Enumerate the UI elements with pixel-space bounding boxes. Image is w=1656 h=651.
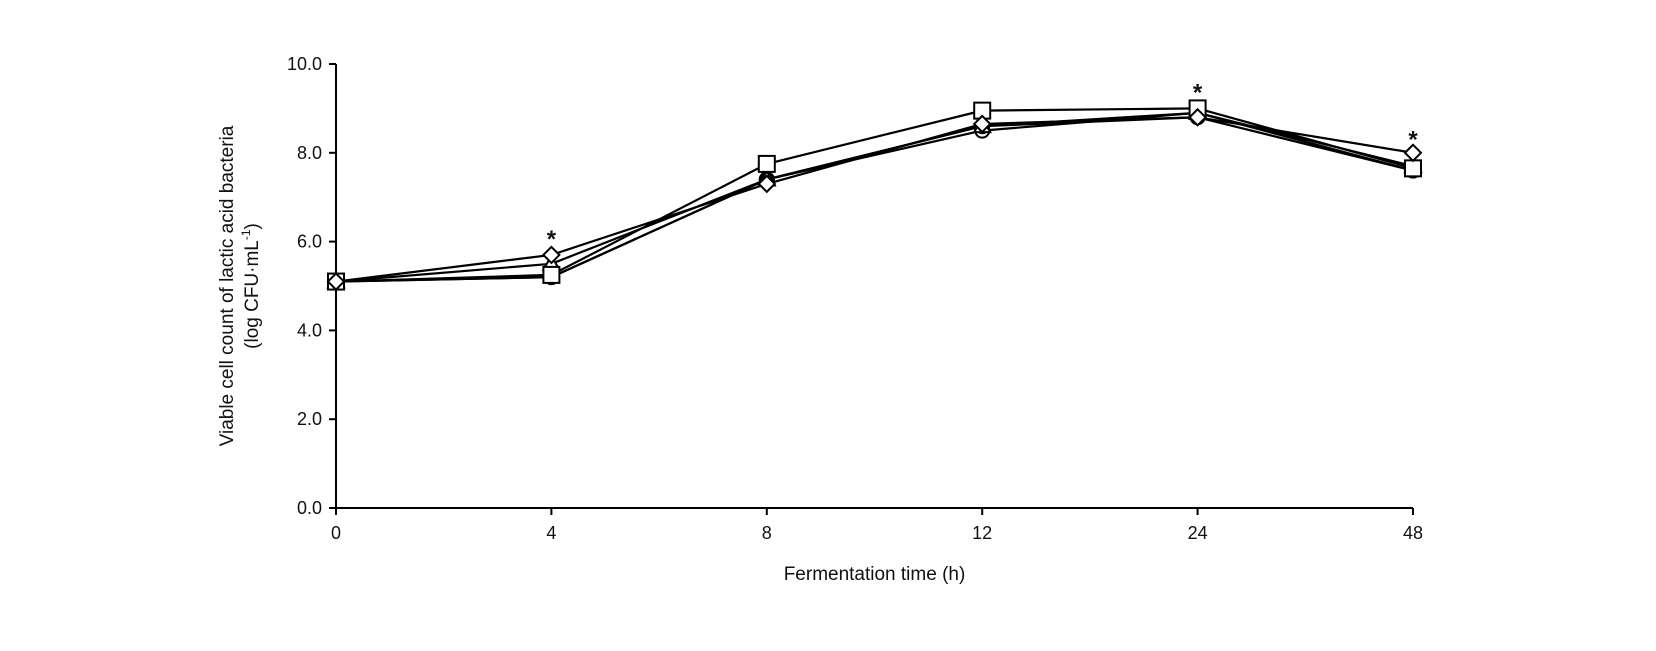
significance-marker: *: [547, 226, 557, 253]
significance-marker: *: [1408, 126, 1418, 153]
data-point-series-5: [972, 114, 992, 134]
x-axis-title: Fermentation time (h): [784, 564, 966, 585]
y-axis-ticks: 0.0 2.0 4.0 6.0 8.0 10.0: [287, 54, 336, 518]
x-tick-label: 8: [762, 523, 772, 543]
data-point-series-4: [757, 154, 776, 173]
y-axis-unit: (log CFU·mL: [242, 240, 263, 349]
data-point-series-4: [1404, 159, 1422, 178]
series-line-4: [335, 107, 1414, 283]
y-axis-title-line2: (log CFU·mL-1): [239, 223, 263, 349]
x-tick-label: 4: [546, 523, 556, 543]
data-point-series-4: [542, 265, 561, 284]
y-axis-unit-superscript: -1: [239, 229, 253, 240]
significance-marker: *: [1193, 80, 1203, 107]
y-axis-title: Viable cell count of lactic acid bacteri…: [217, 125, 263, 446]
y-tick-label: 8.0: [297, 143, 322, 163]
y-tick-label: 0.0: [297, 498, 322, 518]
y-axis-unit-close: ): [242, 223, 263, 229]
y-tick-label: 10.0: [287, 54, 322, 74]
x-tick-label: 12: [972, 523, 992, 543]
x-tick-label: 24: [1188, 523, 1208, 543]
y-tick-label: 6.0: [297, 232, 322, 252]
series-line-5: [335, 116, 1414, 283]
annotations: * * *: [547, 80, 1419, 254]
series-line-2: [335, 116, 1414, 283]
data-point-series-5: [326, 272, 346, 291]
data-point-series-5: [1403, 143, 1423, 163]
series-markers: [326, 99, 1423, 291]
x-axis-ticks: 0 4 8 12 24 48: [331, 508, 1423, 543]
data-point-series-5: [757, 174, 777, 194]
data-point-series-5: [541, 245, 561, 265]
y-axis-title-line1: Viable cell count of lactic acid bacteri…: [217, 125, 238, 446]
x-tick-label: 48: [1403, 523, 1423, 543]
x-tick-label: 0: [331, 523, 341, 543]
y-tick-label: 2.0: [297, 409, 322, 429]
data-point-series-5: [1188, 107, 1208, 127]
series-lines: [335, 107, 1414, 283]
y-tick-label: 4.0: [297, 320, 322, 340]
